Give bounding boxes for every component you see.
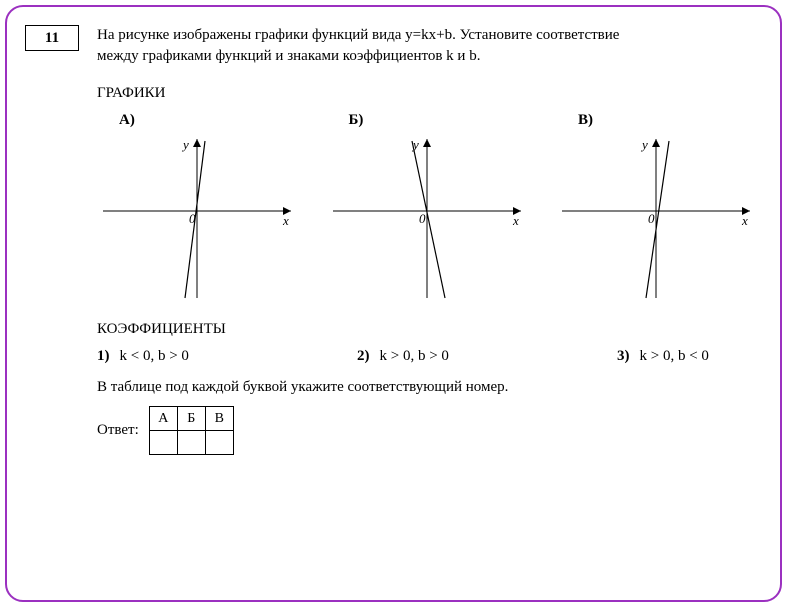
graph-b-label: Б) xyxy=(349,112,364,129)
graphs-row: А) 0 x y Б) xyxy=(97,112,756,303)
coeff-2-num: 2) xyxy=(357,348,370,365)
graph-a-label: А) xyxy=(119,112,135,129)
question-number-box: 11 xyxy=(25,25,79,51)
x-axis-label: x xyxy=(741,213,748,228)
question-frame: 11 На рисунке изображены графики функций… xyxy=(5,5,782,602)
origin-label: 0 xyxy=(419,211,426,226)
table-cell-b[interactable] xyxy=(177,431,205,455)
graphs-heading: ГРАФИКИ xyxy=(97,85,756,102)
coeff-row: 1) k < 0, b > 0 2) k > 0, b > 0 3) k > 0… xyxy=(97,348,756,365)
coeff-3-num: 3) xyxy=(617,348,630,365)
table-header-c: В xyxy=(205,407,233,431)
header-row: 11 На рисунке изображены графики функций… xyxy=(25,25,756,67)
prompt-line-2: между графиками функций и знаками коэффи… xyxy=(97,46,619,67)
content-area: ГРАФИКИ А) 0 x y Б) xyxy=(97,85,756,455)
coeff-3-text: k > 0, b < 0 xyxy=(640,348,709,365)
coeff-1: 1) k < 0, b > 0 xyxy=(97,348,357,365)
coeff-1-num: 1) xyxy=(97,348,110,365)
answer-label: Ответ: xyxy=(97,422,139,439)
question-number: 11 xyxy=(45,30,59,47)
graph-c-col: В) 0 x y xyxy=(556,112,756,303)
answer-table: А Б В xyxy=(149,406,234,455)
y-axis-label: y xyxy=(181,137,189,152)
origin-label: 0 xyxy=(648,211,655,226)
graph-a: 0 x y xyxy=(97,133,297,303)
instruction-text: В таблице под каждой буквой укажите соот… xyxy=(97,379,756,396)
graph-c-label: В) xyxy=(578,112,593,129)
table-cell-a[interactable] xyxy=(149,431,177,455)
table-header-a: А xyxy=(149,407,177,431)
answer-row: Ответ: А Б В xyxy=(97,406,756,455)
table-cell-c[interactable] xyxy=(205,431,233,455)
graph-a-line xyxy=(185,141,205,298)
question-text: На рисунке изображены графики функций ви… xyxy=(97,25,619,67)
coeff-heading: КОЭФФИЦИЕНТЫ xyxy=(97,321,756,338)
coeff-2-text: k > 0, b > 0 xyxy=(380,348,449,365)
graph-b-col: Б) 0 x y xyxy=(327,112,527,303)
graph-c: 0 x y xyxy=(556,133,756,303)
coeff-2: 2) k > 0, b > 0 xyxy=(357,348,617,365)
coeff-3: 3) k > 0, b < 0 xyxy=(617,348,709,365)
table-header-b: Б xyxy=(177,407,205,431)
coeff-1-text: k < 0, b > 0 xyxy=(120,348,189,365)
x-axis-label: x xyxy=(512,213,519,228)
y-axis-label: y xyxy=(640,137,648,152)
x-axis-label: x xyxy=(282,213,289,228)
graph-b-line xyxy=(412,141,445,298)
prompt-line-1: На рисунке изображены графики функций ви… xyxy=(97,25,619,46)
graph-a-col: А) 0 x y xyxy=(97,112,297,303)
graph-b: 0 x y xyxy=(327,133,527,303)
